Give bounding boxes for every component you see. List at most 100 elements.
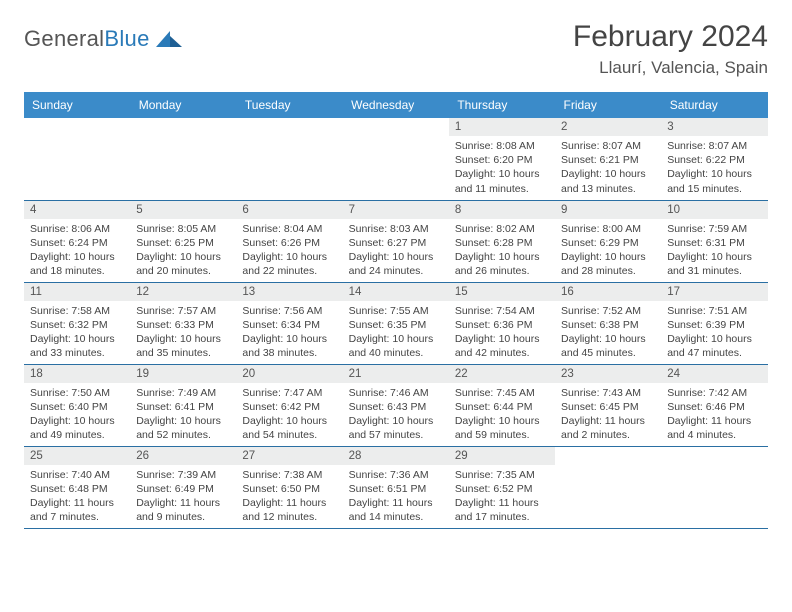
info-line: Sunrise: 7:39 AM <box>136 468 230 482</box>
day-number: 9 <box>555 201 661 219</box>
day-number: 14 <box>343 283 449 301</box>
day-info: Sunrise: 7:52 AMSunset: 6:38 PMDaylight:… <box>555 301 661 364</box>
day-info: Sunrise: 7:35 AMSunset: 6:52 PMDaylight:… <box>449 465 555 528</box>
day-number: 10 <box>661 201 767 219</box>
day-info: Sunrise: 8:02 AMSunset: 6:28 PMDaylight:… <box>449 219 555 282</box>
info-line: Sunrise: 7:43 AM <box>561 386 655 400</box>
calendar-cell: 5Sunrise: 8:05 AMSunset: 6:25 PMDaylight… <box>130 200 236 282</box>
calendar-cell <box>236 118 342 200</box>
info-line: Daylight: 10 hours <box>349 332 443 346</box>
info-line: Sunrise: 7:46 AM <box>349 386 443 400</box>
day-header: Wednesday <box>343 92 449 118</box>
calendar-cell: 2Sunrise: 8:07 AMSunset: 6:21 PMDaylight… <box>555 118 661 200</box>
info-line: and 11 minutes. <box>455 182 549 196</box>
info-line: Sunrise: 8:00 AM <box>561 222 655 236</box>
calendar-cell: 11Sunrise: 7:58 AMSunset: 6:32 PMDayligh… <box>24 282 130 364</box>
day-info: Sunrise: 8:00 AMSunset: 6:29 PMDaylight:… <box>555 219 661 282</box>
calendar-cell: 28Sunrise: 7:36 AMSunset: 6:51 PMDayligh… <box>343 446 449 528</box>
calendar-cell: 12Sunrise: 7:57 AMSunset: 6:33 PMDayligh… <box>130 282 236 364</box>
info-line: and 17 minutes. <box>455 510 549 524</box>
info-line: and 47 minutes. <box>667 346 761 360</box>
info-line: and 15 minutes. <box>667 182 761 196</box>
day-info: Sunrise: 8:07 AMSunset: 6:22 PMDaylight:… <box>661 136 767 199</box>
info-line: and 45 minutes. <box>561 346 655 360</box>
day-number: 25 <box>24 447 130 465</box>
calendar-table: SundayMondayTuesdayWednesdayThursdayFrid… <box>24 92 768 529</box>
info-line: Daylight: 10 hours <box>561 250 655 264</box>
info-line: and 59 minutes. <box>455 428 549 442</box>
info-line: Daylight: 11 hours <box>136 496 230 510</box>
day-info: Sunrise: 7:42 AMSunset: 6:46 PMDaylight:… <box>661 383 767 446</box>
info-line: Daylight: 10 hours <box>349 414 443 428</box>
calendar-cell: 6Sunrise: 8:04 AMSunset: 6:26 PMDaylight… <box>236 200 342 282</box>
info-line: and 28 minutes. <box>561 264 655 278</box>
day-info: Sunrise: 8:05 AMSunset: 6:25 PMDaylight:… <box>130 219 236 282</box>
info-line: and 2 minutes. <box>561 428 655 442</box>
info-line: and 42 minutes. <box>455 346 549 360</box>
day-info: Sunrise: 7:55 AMSunset: 6:35 PMDaylight:… <box>343 301 449 364</box>
info-line: Daylight: 10 hours <box>136 332 230 346</box>
info-line: Sunset: 6:33 PM <box>136 318 230 332</box>
day-number: 19 <box>130 365 236 383</box>
day-number: 11 <box>24 283 130 301</box>
info-line: Sunset: 6:31 PM <box>667 236 761 250</box>
info-line: Sunrise: 7:45 AM <box>455 386 549 400</box>
day-info: Sunrise: 8:06 AMSunset: 6:24 PMDaylight:… <box>24 219 130 282</box>
day-header: Sunday <box>24 92 130 118</box>
info-line: Daylight: 10 hours <box>455 414 549 428</box>
info-line: Sunset: 6:52 PM <box>455 482 549 496</box>
calendar-cell: 22Sunrise: 7:45 AMSunset: 6:44 PMDayligh… <box>449 364 555 446</box>
day-header: Thursday <box>449 92 555 118</box>
info-line: and 7 minutes. <box>30 510 124 524</box>
info-line: Sunset: 6:24 PM <box>30 236 124 250</box>
calendar-cell: 21Sunrise: 7:46 AMSunset: 6:43 PMDayligh… <box>343 364 449 446</box>
info-line: Daylight: 10 hours <box>242 332 336 346</box>
info-line: and 33 minutes. <box>30 346 124 360</box>
info-line: Sunset: 6:21 PM <box>561 153 655 167</box>
calendar-cell: 9Sunrise: 8:00 AMSunset: 6:29 PMDaylight… <box>555 200 661 282</box>
day-header: Friday <box>555 92 661 118</box>
info-line: Sunset: 6:26 PM <box>242 236 336 250</box>
info-line: Daylight: 10 hours <box>30 250 124 264</box>
calendar-cell: 19Sunrise: 7:49 AMSunset: 6:41 PMDayligh… <box>130 364 236 446</box>
calendar-cell: 8Sunrise: 8:02 AMSunset: 6:28 PMDaylight… <box>449 200 555 282</box>
info-line: and 20 minutes. <box>136 264 230 278</box>
info-line: and 9 minutes. <box>136 510 230 524</box>
calendar-cell: 26Sunrise: 7:39 AMSunset: 6:49 PMDayligh… <box>130 446 236 528</box>
info-line: Sunset: 6:39 PM <box>667 318 761 332</box>
calendar-cell: 3Sunrise: 8:07 AMSunset: 6:22 PMDaylight… <box>661 118 767 200</box>
calendar-cell <box>24 118 130 200</box>
calendar-cell: 10Sunrise: 7:59 AMSunset: 6:31 PMDayligh… <box>661 200 767 282</box>
day-number: 3 <box>661 118 767 136</box>
calendar-cell <box>555 446 661 528</box>
month-title: February 2024 <box>573 20 768 54</box>
calendar-cell: 7Sunrise: 8:03 AMSunset: 6:27 PMDaylight… <box>343 200 449 282</box>
day-info: Sunrise: 7:47 AMSunset: 6:42 PMDaylight:… <box>236 383 342 446</box>
info-line: Sunset: 6:40 PM <box>30 400 124 414</box>
info-line: Sunrise: 7:38 AM <box>242 468 336 482</box>
info-line: Daylight: 11 hours <box>455 496 549 510</box>
info-line: Sunrise: 7:52 AM <box>561 304 655 318</box>
info-line: Daylight: 11 hours <box>30 496 124 510</box>
day-info: Sunrise: 7:38 AMSunset: 6:50 PMDaylight:… <box>236 465 342 528</box>
calendar-cell <box>343 118 449 200</box>
info-line: Sunrise: 7:47 AM <box>242 386 336 400</box>
day-info: Sunrise: 7:40 AMSunset: 6:48 PMDaylight:… <box>24 465 130 528</box>
day-number: 28 <box>343 447 449 465</box>
info-line: Daylight: 11 hours <box>561 414 655 428</box>
info-line: Sunrise: 8:08 AM <box>455 139 549 153</box>
day-number: 22 <box>449 365 555 383</box>
day-info: Sunrise: 7:50 AMSunset: 6:40 PMDaylight:… <box>24 383 130 446</box>
info-line: Daylight: 10 hours <box>30 332 124 346</box>
info-line: Sunrise: 7:57 AM <box>136 304 230 318</box>
info-line: and 18 minutes. <box>30 264 124 278</box>
day-info: Sunrise: 7:49 AMSunset: 6:41 PMDaylight:… <box>130 383 236 446</box>
day-number: 23 <box>555 365 661 383</box>
day-info: Sunrise: 8:03 AMSunset: 6:27 PMDaylight:… <box>343 219 449 282</box>
day-number: 13 <box>236 283 342 301</box>
info-line: Sunrise: 7:54 AM <box>455 304 549 318</box>
info-line: Sunset: 6:38 PM <box>561 318 655 332</box>
info-line: and 22 minutes. <box>242 264 336 278</box>
info-line: Daylight: 10 hours <box>136 250 230 264</box>
calendar-cell: 13Sunrise: 7:56 AMSunset: 6:34 PMDayligh… <box>236 282 342 364</box>
